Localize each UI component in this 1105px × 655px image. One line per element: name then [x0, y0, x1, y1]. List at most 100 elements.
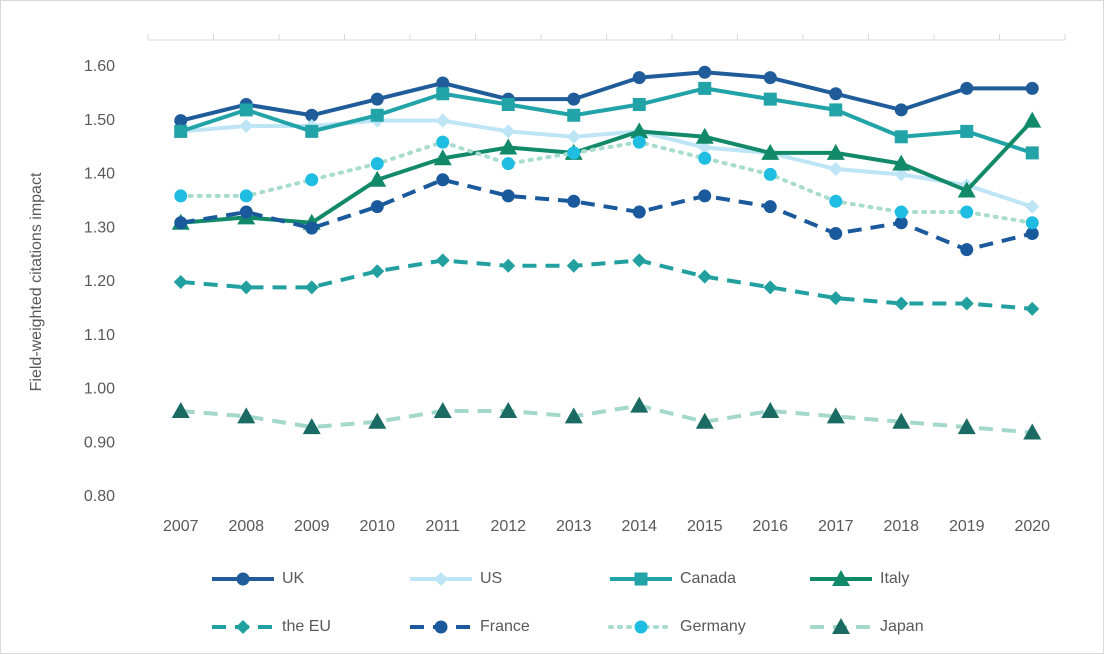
y-tick-label: 0.90	[84, 434, 115, 451]
marker	[634, 572, 648, 586]
marker	[763, 92, 777, 106]
marker	[436, 173, 450, 187]
legend-label: Germany	[680, 618, 746, 635]
x-tick-label: 2012	[490, 518, 526, 535]
y-axis-title: Field-weighted citations impact	[28, 172, 45, 391]
marker	[174, 216, 188, 230]
marker	[632, 98, 646, 112]
y-tick-label: 0.80	[84, 488, 115, 505]
series-line	[178, 140, 1035, 225]
marker	[566, 258, 581, 273]
x-tick-label: 2014	[621, 518, 657, 535]
y-tick-label: 1.10	[84, 327, 115, 344]
marker	[567, 108, 581, 122]
marker	[174, 124, 188, 138]
marker	[763, 280, 778, 295]
x-tick-label: 2008	[228, 518, 264, 535]
marker	[501, 189, 515, 203]
marker	[632, 71, 646, 85]
marker	[370, 108, 384, 122]
marker	[567, 194, 581, 208]
marker	[239, 280, 254, 295]
marker	[761, 401, 780, 418]
marker	[832, 618, 850, 634]
marker	[630, 396, 649, 413]
marker	[236, 620, 250, 634]
y-tick-label: 1.00	[84, 381, 115, 398]
marker	[894, 167, 909, 182]
marker	[566, 129, 581, 144]
marker	[302, 418, 321, 435]
marker	[695, 412, 714, 429]
series-line	[180, 119, 1034, 225]
marker	[305, 108, 319, 122]
marker	[957, 181, 976, 198]
marker	[436, 135, 450, 149]
marker	[763, 167, 777, 181]
marker	[1025, 199, 1040, 214]
marker	[894, 296, 909, 311]
marker	[1023, 111, 1042, 128]
marker	[434, 572, 448, 586]
y-tick-label: 1.60	[84, 58, 115, 75]
marker	[435, 253, 450, 268]
marker	[305, 173, 319, 187]
marker	[564, 407, 583, 424]
marker	[239, 205, 253, 219]
marker	[370, 157, 384, 171]
marker	[698, 151, 712, 165]
series-line	[180, 403, 1033, 435]
legend-label: US	[480, 570, 502, 587]
marker	[501, 258, 516, 273]
marker	[630, 122, 649, 139]
marker	[304, 280, 319, 295]
x-tick-label: 2013	[556, 518, 592, 535]
marker	[174, 189, 188, 203]
marker	[370, 264, 385, 279]
marker	[957, 418, 976, 435]
marker	[368, 170, 387, 187]
x-tick-label: 2009	[294, 518, 330, 535]
marker	[829, 227, 843, 241]
marker	[829, 194, 843, 208]
marker	[763, 71, 777, 85]
marker	[1023, 423, 1042, 440]
marker	[1025, 301, 1040, 316]
marker	[1025, 146, 1039, 160]
marker	[499, 401, 518, 418]
marker	[171, 401, 190, 418]
legend-label: France	[480, 618, 530, 635]
marker	[632, 135, 646, 149]
x-tick-label: 2018	[883, 518, 919, 535]
series-line	[180, 118, 1033, 209]
marker	[501, 98, 515, 112]
legend-label: Japan	[880, 618, 924, 635]
marker	[501, 157, 515, 171]
marker	[173, 274, 188, 289]
marker	[370, 92, 384, 106]
marker	[894, 216, 908, 230]
marker	[763, 200, 777, 214]
marker	[695, 127, 714, 144]
marker	[1025, 227, 1039, 241]
marker	[567, 92, 581, 106]
x-tick-label: 2020	[1014, 518, 1050, 535]
marker	[894, 103, 908, 117]
marker	[237, 407, 256, 424]
marker	[501, 124, 516, 139]
marker	[960, 243, 974, 257]
marker	[368, 412, 387, 429]
marker	[632, 253, 647, 268]
marker	[698, 189, 712, 203]
marker	[236, 572, 250, 586]
marker	[826, 143, 845, 160]
marker	[433, 401, 452, 418]
legend-label: Canada	[680, 570, 736, 587]
x-tick-label: 2010	[359, 518, 395, 535]
marker	[894, 130, 908, 144]
marker	[434, 620, 448, 634]
marker	[433, 149, 452, 166]
marker	[829, 87, 843, 101]
